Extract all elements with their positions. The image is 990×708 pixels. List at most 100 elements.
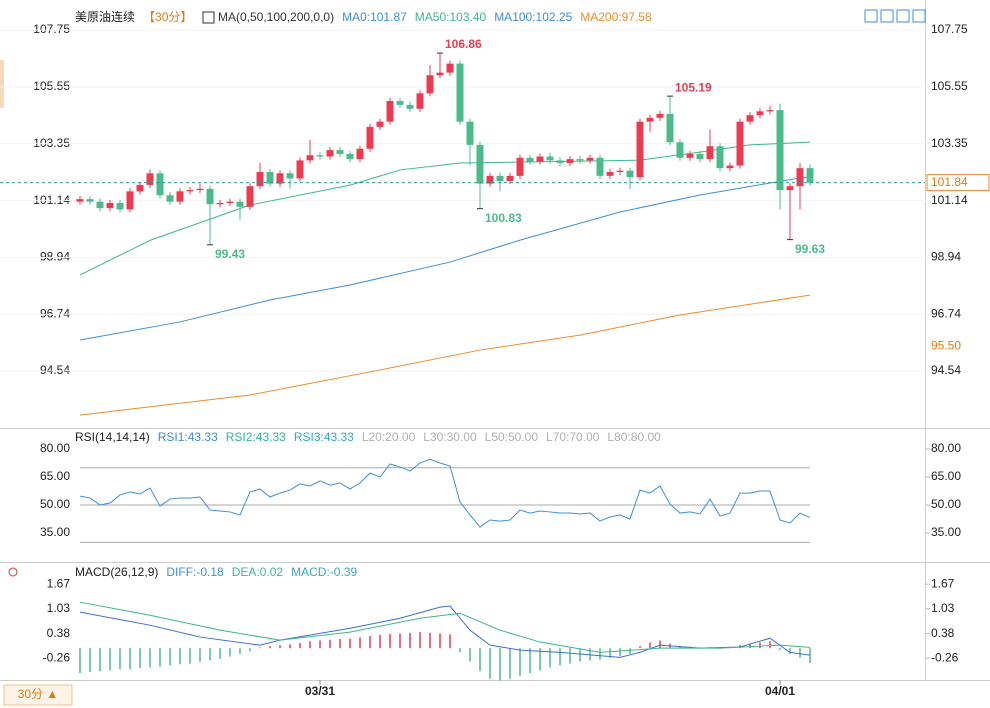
macd-bar bbox=[399, 633, 401, 649]
icon[interactable] bbox=[864, 9, 878, 23]
candle-body bbox=[746, 115, 754, 122]
macd-bar bbox=[569, 648, 571, 664]
candle-body bbox=[336, 150, 344, 154]
y-tick-label: 107.75 bbox=[33, 22, 70, 36]
macd-bar bbox=[649, 642, 651, 649]
macd-bar bbox=[109, 648, 111, 671]
toolbar-icons bbox=[864, 9, 926, 23]
legend-text: RSI2:43.33 bbox=[226, 430, 286, 444]
candle-body bbox=[286, 173, 294, 179]
macd-bar bbox=[529, 648, 531, 674]
legend-text: MACD:-0.39 bbox=[291, 565, 357, 579]
candle-body bbox=[756, 111, 764, 116]
candle-body bbox=[516, 157, 524, 176]
candle-body bbox=[646, 117, 654, 122]
macd-bar bbox=[79, 648, 81, 674]
extreme-label: 99.63 bbox=[795, 242, 825, 256]
candle-body bbox=[316, 155, 324, 157]
y-tick-label-right: 1.03 bbox=[931, 601, 955, 615]
candle-body bbox=[386, 101, 394, 122]
candle-body bbox=[196, 188, 204, 191]
candle-body bbox=[396, 101, 404, 105]
icon[interactable] bbox=[880, 9, 894, 23]
macd-bar bbox=[479, 648, 481, 672]
candle-body bbox=[136, 184, 144, 192]
macd-bar bbox=[409, 632, 411, 649]
macd-bar bbox=[119, 648, 121, 670]
candle-body bbox=[146, 173, 154, 185]
macd-bar bbox=[469, 648, 471, 662]
macd-bar bbox=[149, 648, 151, 668]
candle-body bbox=[226, 201, 234, 203]
macd-bar bbox=[159, 648, 161, 667]
candle-body bbox=[366, 126, 374, 149]
macd-bar bbox=[199, 648, 201, 662]
macd-icon[interactable] bbox=[8, 567, 18, 577]
candle-body bbox=[326, 150, 334, 157]
macd-bar bbox=[759, 642, 761, 649]
candle-body bbox=[576, 159, 584, 161]
y-tick-label-right: 94.54 bbox=[931, 363, 961, 377]
period-button-label[interactable]: 30分 ▲ bbox=[18, 687, 59, 701]
macd-bar bbox=[289, 644, 291, 649]
macd-bar bbox=[589, 648, 591, 661]
rsi-line bbox=[79, 458, 811, 528]
candle-body bbox=[96, 201, 104, 209]
y-tick-label-right: 101.14 bbox=[931, 193, 968, 207]
macd-bar bbox=[519, 648, 521, 676]
ma-line bbox=[79, 294, 811, 416]
extreme-label: 99.43 bbox=[215, 247, 245, 261]
y-tick-label-right: 35.00 bbox=[931, 525, 961, 539]
candle-body bbox=[716, 146, 724, 169]
candle-body bbox=[486, 175, 494, 184]
macd-bar bbox=[229, 648, 231, 657]
macd-bar bbox=[549, 648, 551, 668]
macd-bar bbox=[139, 648, 141, 669]
macd-bar bbox=[489, 648, 491, 679]
legend-text: RSI1:43.33 bbox=[158, 430, 218, 444]
candle-body bbox=[586, 157, 594, 161]
macd-bar bbox=[319, 640, 321, 649]
candle-body bbox=[86, 199, 94, 202]
candle-body bbox=[566, 159, 574, 163]
legend-text: MACD(26,12,9) bbox=[75, 565, 158, 579]
y-tick-label-right: 1.67 bbox=[931, 576, 955, 590]
legend-text: DIFF:-0.18 bbox=[166, 565, 224, 579]
candle-body bbox=[556, 160, 564, 163]
macd-bar bbox=[539, 648, 541, 671]
icon[interactable] bbox=[912, 9, 926, 23]
y-tick-label: 50.00 bbox=[40, 497, 70, 511]
period-button[interactable] bbox=[3, 684, 73, 706]
macd-bar bbox=[309, 641, 311, 649]
macd-bar bbox=[189, 648, 191, 664]
macd-bar bbox=[269, 646, 271, 649]
candle-body bbox=[596, 157, 604, 176]
candle-body bbox=[296, 160, 304, 179]
candle-body bbox=[446, 63, 454, 73]
candle-body bbox=[546, 156, 554, 161]
macd-bar bbox=[89, 648, 91, 672]
macd-bar bbox=[599, 648, 601, 660]
macd-bar bbox=[379, 634, 381, 649]
candle-body bbox=[706, 146, 714, 160]
candle-body bbox=[436, 72, 444, 76]
macd-bar bbox=[279, 645, 281, 649]
last-price-label: 101.84 bbox=[931, 175, 968, 189]
y-tick-label: 80.00 bbox=[40, 441, 70, 455]
candle-body bbox=[116, 202, 124, 210]
candle-body bbox=[656, 113, 664, 118]
macd-bar bbox=[579, 648, 581, 662]
macd-bar bbox=[639, 646, 641, 649]
y-tick-label-right: 103.35 bbox=[931, 136, 968, 150]
last-price-box bbox=[926, 174, 990, 192]
x-tick-label: 04/01 bbox=[765, 684, 795, 698]
ma-line bbox=[79, 176, 811, 341]
candle-body bbox=[526, 157, 534, 162]
macd-bar bbox=[239, 648, 241, 654]
icon[interactable] bbox=[896, 9, 910, 23]
candle-body bbox=[106, 202, 114, 209]
candle-body bbox=[266, 172, 274, 184]
x-tick-label: 03/31 bbox=[305, 684, 335, 698]
macd-bar bbox=[769, 641, 771, 649]
